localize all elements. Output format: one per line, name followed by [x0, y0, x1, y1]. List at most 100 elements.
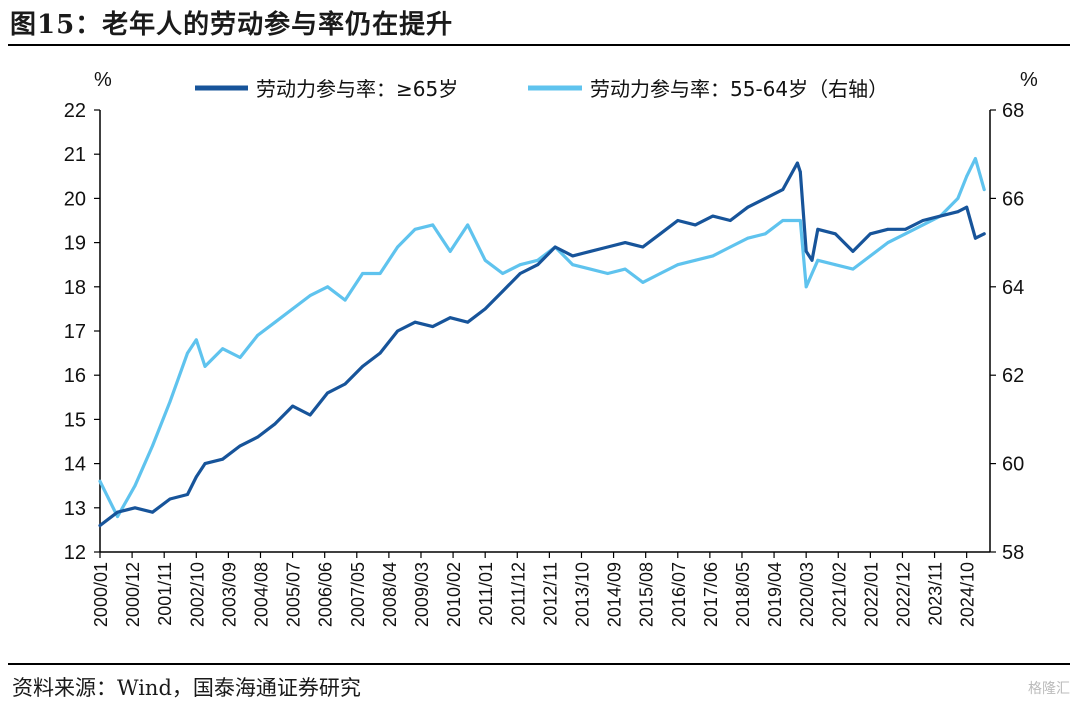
x-tick-label: 2022/12 — [893, 562, 913, 627]
data-point — [194, 338, 198, 342]
data-point — [501, 289, 505, 293]
left-tick-label: 18 — [64, 277, 86, 299]
data-point — [571, 263, 575, 267]
x-tick-label: 2012/11 — [540, 562, 560, 626]
right-tick-label: 58 — [1002, 542, 1024, 564]
data-point — [291, 404, 294, 408]
data-point — [974, 236, 977, 240]
source-note: 资料来源：Wind，国泰海通证券研究 — [12, 676, 361, 700]
data-point — [116, 515, 119, 518]
data-point — [982, 232, 986, 236]
data-point — [904, 232, 907, 236]
series-lines — [98, 157, 986, 528]
right-tick-label: 68 — [1002, 100, 1024, 122]
data-point — [816, 258, 820, 262]
data-point — [886, 227, 890, 231]
x-tick-label: 2009/03 — [412, 562, 432, 627]
data-point — [804, 285, 808, 289]
data-point — [921, 219, 925, 222]
data-point — [810, 258, 814, 262]
x-tick-label: 2024/10 — [958, 562, 978, 627]
data-point — [746, 205, 750, 209]
data-point — [361, 365, 364, 368]
data-point — [168, 497, 172, 501]
data-point — [623, 241, 627, 245]
watermark: 格隆汇 — [1028, 681, 1070, 697]
x-tick-label: 2021/02 — [829, 562, 849, 627]
data-point — [151, 510, 154, 514]
data-point — [623, 267, 627, 271]
data-point — [658, 232, 662, 236]
data-point — [886, 241, 890, 245]
data-point — [168, 400, 172, 404]
left-tick-label: 21 — [64, 144, 86, 166]
data-point — [588, 250, 592, 253]
data-point — [203, 462, 207, 465]
data-point — [343, 382, 347, 386]
data-point — [781, 219, 785, 222]
data-point — [641, 245, 645, 249]
x-tick-label: 2013/10 — [572, 562, 592, 627]
data-point — [518, 272, 522, 275]
right-tick-label: 66 — [1002, 188, 1024, 210]
source-rule — [8, 663, 1070, 665]
data-point — [221, 347, 225, 351]
data-point — [273, 422, 277, 426]
data-point — [291, 307, 294, 311]
data-point — [413, 227, 417, 231]
data-point — [851, 250, 855, 253]
x-tick-label: 2010/02 — [444, 562, 464, 627]
data-point — [939, 214, 942, 218]
data-point — [606, 272, 610, 275]
x-tick-label: 2003/09 — [219, 562, 239, 627]
x-tick-label: 2005/07 — [284, 562, 304, 627]
x-tick-label: 2018/05 — [733, 562, 753, 627]
data-point — [965, 174, 969, 178]
data-point — [676, 219, 680, 222]
data-point — [693, 223, 697, 227]
data-point — [203, 365, 207, 368]
data-point — [466, 320, 470, 324]
data-point — [238, 356, 242, 359]
x-tick-label: 2011/12 — [508, 562, 528, 626]
data-point — [326, 285, 329, 289]
right-tick-label: 62 — [1002, 365, 1024, 387]
data-point — [956, 197, 960, 200]
data-point — [466, 223, 470, 227]
data-point — [798, 219, 802, 222]
data-point — [553, 245, 557, 249]
axes-group: 12 13 14 15 16 17 18 19 20 21 22 58 60 62 64 66 68% % 2000… — [64, 69, 1038, 627]
data-point — [833, 263, 837, 267]
x-tick-label: 2014/09 — [605, 562, 625, 627]
data-point — [606, 245, 610, 249]
data-point — [810, 272, 814, 275]
data-point — [869, 232, 872, 236]
data-point — [151, 444, 154, 448]
left-axis-unit: % — [94, 69, 112, 91]
left-tick-label: 15 — [64, 409, 86, 431]
data-point — [921, 223, 925, 227]
data-point — [904, 227, 907, 231]
data-point — [378, 272, 382, 275]
data-point — [133, 506, 137, 510]
left-tick-label: 20 — [64, 188, 86, 210]
x-tick-label: 2000/01 — [91, 562, 111, 627]
legend: 劳动力参与率：≥65岁 劳动力参与率：55-64岁（右轴） — [195, 77, 888, 101]
left-tick-label: 16 — [64, 365, 86, 387]
data-point — [518, 263, 522, 267]
left-tick-label: 14 — [64, 454, 86, 476]
legend-label-65plus: 劳动力参与率：≥65岁 — [256, 77, 458, 101]
data-point — [781, 188, 785, 192]
data-point — [982, 188, 986, 192]
data-point — [378, 351, 382, 355]
data-point — [133, 484, 137, 488]
x-tick-label: 2000/12 — [123, 562, 143, 627]
data-point — [361, 272, 364, 275]
data-point — [711, 254, 715, 258]
x-tick-label: 2004/08 — [251, 562, 271, 627]
left-tick-label: 13 — [64, 498, 86, 520]
data-point — [194, 475, 198, 479]
data-point — [431, 325, 435, 328]
data-point — [483, 258, 487, 262]
